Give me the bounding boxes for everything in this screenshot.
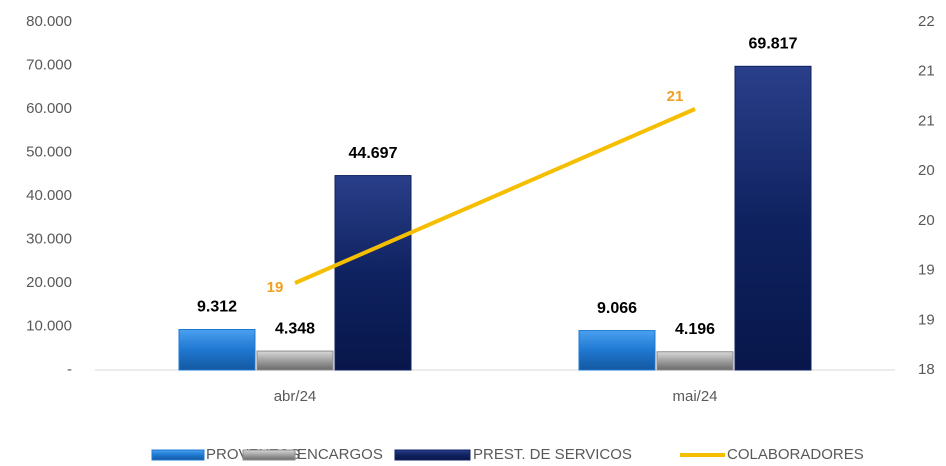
y-tick-label: 40.000 <box>26 187 72 204</box>
legend-label: ENCARGOS <box>297 446 383 463</box>
y-tick-label: 50.000 <box>26 143 72 160</box>
y-tick-label: 70.000 <box>26 56 72 73</box>
bar <box>178 328 256 371</box>
legend-marker <box>151 449 205 461</box>
bar <box>334 175 412 371</box>
data-label: 9.066 <box>597 300 637 317</box>
data-label: 4.348 <box>275 320 315 337</box>
y2-tick-label: 18 <box>918 361 935 378</box>
legend-label: PREST. DE SERVICOS <box>473 446 632 463</box>
data-label: 44.697 <box>349 145 398 162</box>
legend-label: COLABORADORES <box>727 446 864 463</box>
y-tick-label: 80.000 <box>26 13 72 30</box>
line-label: 21 <box>667 88 684 105</box>
y2-tick-label: 19 <box>918 262 935 279</box>
data-label: 9.312 <box>197 299 237 316</box>
line-label: 19 <box>267 279 284 296</box>
y2-tick-label: 22 <box>918 13 935 30</box>
line <box>294 107 696 285</box>
data-label: 4.196 <box>675 321 715 338</box>
legend-marker <box>394 449 471 461</box>
bar <box>734 65 812 371</box>
y2-tick-label: 19 <box>918 311 935 328</box>
bar <box>578 330 656 371</box>
y2-tick-label: 20 <box>918 162 935 179</box>
y2-tick-label: 20 <box>918 212 935 229</box>
x-tick-label: abr/24 <box>274 388 317 405</box>
y-tick-label: 60.000 <box>26 100 72 117</box>
y-tick-label: 10.000 <box>26 317 72 334</box>
bar <box>256 350 334 371</box>
y2-tick-label: 21 <box>918 63 935 80</box>
y-tick-label: - <box>67 361 72 378</box>
data-label: 69.817 <box>749 36 798 53</box>
y2-tick-label: 21 <box>918 112 935 129</box>
x-tick-label: mai/24 <box>672 388 717 405</box>
legend-marker <box>242 449 296 461</box>
bar <box>656 351 734 371</box>
y-tick-label: 20.000 <box>26 274 72 291</box>
y-tick-label: 30.000 <box>26 230 72 247</box>
